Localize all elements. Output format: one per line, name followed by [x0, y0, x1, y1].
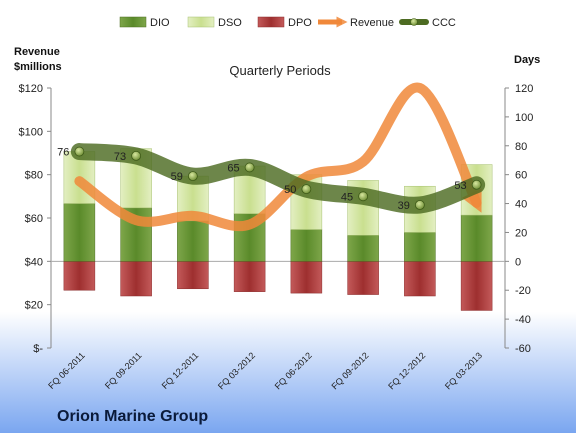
bar-dio — [404, 232, 436, 262]
legend-swatch-ccc-dot — [410, 18, 418, 26]
legend-label: CCC — [432, 17, 456, 29]
y-right-tick-label: 40 — [515, 199, 527, 211]
ccc-point — [187, 171, 198, 182]
ccc-data-label: 73 — [114, 151, 126, 163]
legend-swatch-dio — [119, 16, 147, 28]
y-left-label-line1: Revenue — [14, 46, 60, 58]
chart-title: Quarterly Periods — [229, 63, 331, 78]
legend-swatch-dpo — [257, 16, 285, 28]
y-left-tick-label: $40 — [25, 256, 43, 268]
bar-dpo — [460, 261, 493, 311]
legend-swatch-dso — [187, 16, 215, 28]
y-right-tick-label: 0 — [515, 256, 521, 268]
y-left-tick-label: $100 — [19, 126, 43, 138]
ccc-point — [471, 179, 482, 190]
y-right-tick-label: 80 — [515, 141, 527, 153]
labels: Quarterly Periods Revenue $millions Days 76 7… — [14, 46, 540, 425]
legend-label: Revenue — [350, 17, 394, 29]
y-right-tick-label: 120 — [515, 83, 533, 95]
legend-label: DPO — [288, 17, 312, 29]
ccc-data-label: 39 — [398, 200, 410, 212]
ccc-data-label: 59 — [171, 171, 183, 183]
bar-dpo — [120, 261, 152, 297]
y-right-tick-label: 60 — [515, 170, 527, 182]
ccc-data-label: 53 — [454, 180, 466, 192]
y-left-tick-label: $20 — [25, 300, 43, 312]
y-left-tick-label: $120 — [19, 83, 43, 95]
y-right-tick-label: -60 — [515, 343, 531, 355]
ccc-data-label: 76 — [57, 147, 69, 159]
ccc-point — [301, 184, 312, 195]
y-right-tick-label: 20 — [515, 227, 527, 239]
y-left-tick-label: $- — [33, 343, 43, 355]
ccc-point — [74, 146, 85, 157]
bar-dpo — [177, 261, 209, 290]
bar-dio — [63, 203, 96, 262]
bar-dpo — [290, 261, 323, 294]
ccc-point — [414, 200, 425, 210]
legend-label: DSO — [218, 17, 242, 29]
bar-dpo — [404, 261, 436, 297]
y-left-label-line2: $millions — [14, 61, 62, 73]
bar-dpo — [347, 261, 379, 295]
y-left-tick-label: $60 — [25, 213, 43, 225]
y-right-tick-label: -20 — [515, 285, 531, 297]
bar-dio — [290, 229, 323, 262]
y-left-tick-label: $80 — [25, 170, 43, 182]
y-right-tick-label: -40 — [515, 314, 531, 326]
legend: DIO DSO DPO Revenue CCC — [119, 16, 456, 29]
bar-dio — [347, 235, 379, 262]
company-name: Orion Marine Group — [57, 408, 208, 425]
bar-dio — [177, 220, 209, 262]
ccc-data-label: 65 — [227, 162, 239, 174]
legend-label: DIO — [150, 17, 170, 29]
bar-dio — [460, 214, 493, 262]
ccc-data-label: 45 — [341, 191, 353, 203]
lines — [70, 82, 486, 232]
bar-dpo — [233, 261, 266, 292]
y-right-tick-label: 100 — [515, 112, 533, 124]
bar-dpo — [63, 261, 96, 291]
y-right-label: Days — [514, 54, 540, 66]
ccc-data-label: 50 — [284, 184, 296, 196]
ccc-point — [244, 162, 255, 173]
ccc-point — [131, 150, 142, 161]
ccc-point — [358, 191, 369, 202]
